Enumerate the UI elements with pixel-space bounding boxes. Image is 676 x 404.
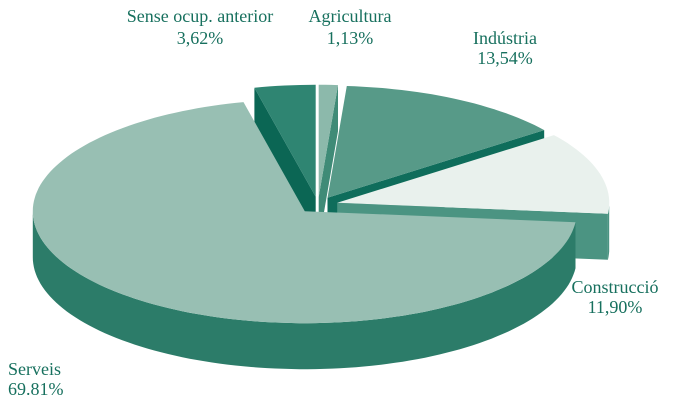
slice — [318, 84, 338, 197]
value-label: 1,13% — [327, 28, 374, 48]
value-label: 13,54% — [477, 48, 533, 68]
value-label: 11,90% — [588, 297, 643, 317]
value-label: 69.81% — [8, 379, 64, 399]
slice-label: Construcció — [572, 277, 659, 297]
slice — [327, 86, 545, 198]
slice — [32, 102, 576, 324]
slice-label: Sense ocup. anterior — [127, 6, 273, 26]
slice — [337, 135, 610, 214]
slice-label: Agricultura — [309, 6, 392, 26]
slice-label: Indústria — [473, 28, 537, 48]
slice-side — [318, 85, 338, 243]
slice — [254, 84, 316, 197]
value-label: 3,62% — [177, 28, 224, 48]
slice-side — [32, 211, 576, 370]
slice-label: Serveis — [8, 359, 61, 379]
slice-side — [607, 202, 610, 260]
